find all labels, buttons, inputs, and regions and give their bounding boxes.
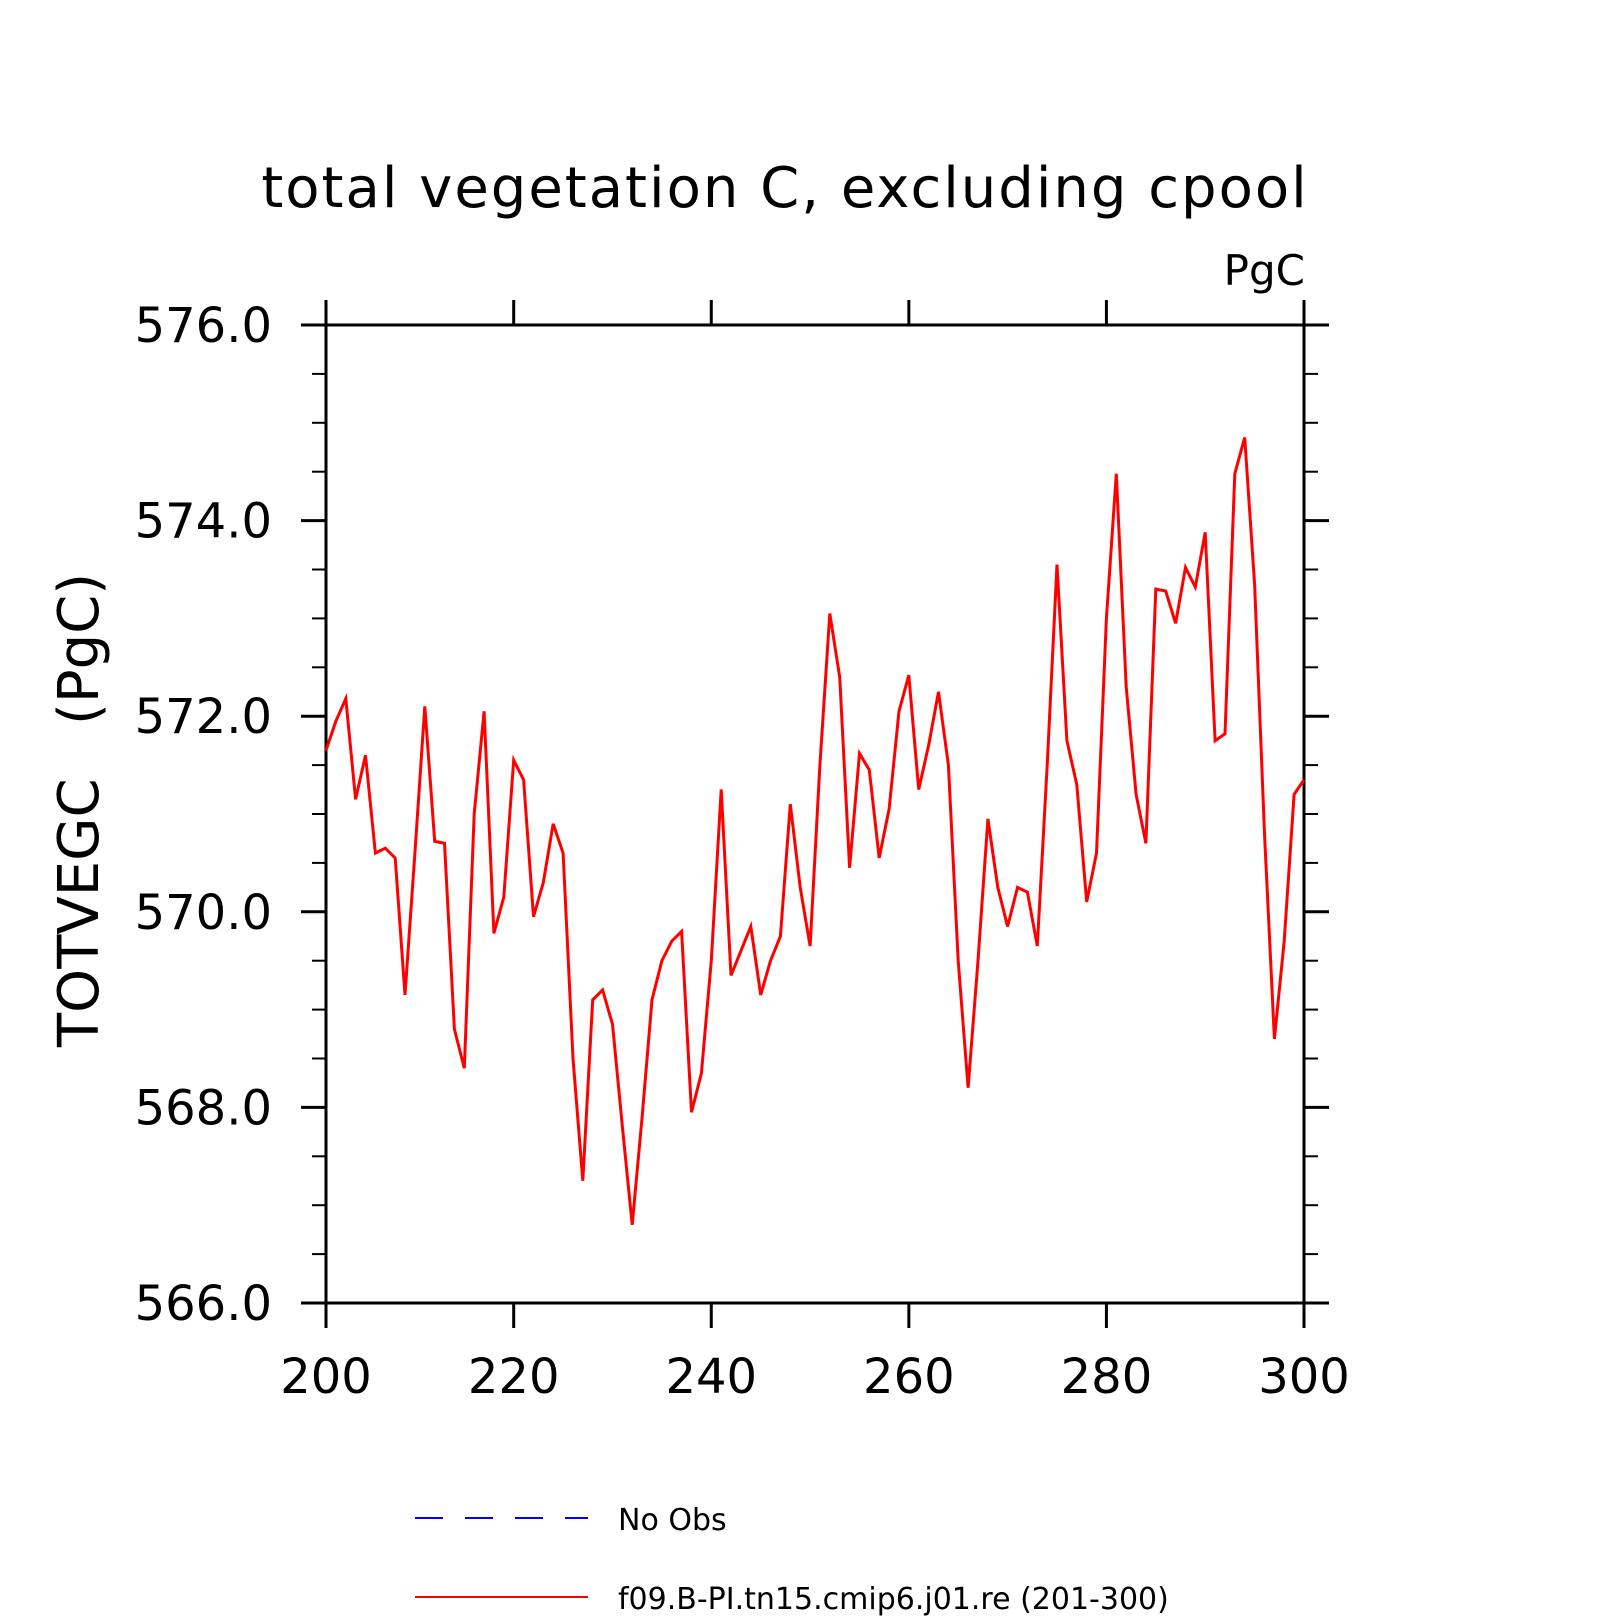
x-tick-label: 200 [280, 1349, 372, 1405]
legend-label-0: No Obs [618, 1503, 727, 1538]
chart-title: total vegetation C, excluding cpool [261, 156, 1308, 221]
y-tick-label: 574.0 [135, 494, 272, 550]
y-tick-label: 570.0 [135, 885, 272, 941]
legend: No Obs f09.B-PI.tn15.cmip6.j01.re (201-30… [415, 1503, 1169, 1617]
y-tick-label: 572.0 [135, 689, 272, 745]
axis-ticks [301, 300, 1329, 1328]
y-tick-labels: 566.0 568.0 570.0 572.0 574.0 576.0 [135, 298, 272, 1332]
x-tick-labels: 200 220 240 260 280 300 [280, 1349, 1350, 1405]
x-tick-label: 220 [468, 1349, 560, 1405]
y-tick-label: 566.0 [135, 1276, 272, 1332]
legend-label-1: f09.B-PI.tn15.cmip6.j01.re (201-300) [618, 1582, 1169, 1617]
series-line-1 [324, 437, 1306, 1225]
units-label: PgC [1224, 246, 1305, 295]
x-tick-label: 280 [1061, 1349, 1153, 1405]
y-axis-label: TOTVEGC (PgC) [47, 573, 112, 1048]
x-tick-label: 300 [1258, 1349, 1350, 1405]
data-series [324, 437, 1306, 1225]
y-tick-label: 576.0 [135, 298, 272, 354]
y-tick-label: 568.0 [135, 1080, 272, 1136]
x-tick-label: 240 [665, 1349, 757, 1405]
x-tick-label: 260 [863, 1349, 955, 1405]
